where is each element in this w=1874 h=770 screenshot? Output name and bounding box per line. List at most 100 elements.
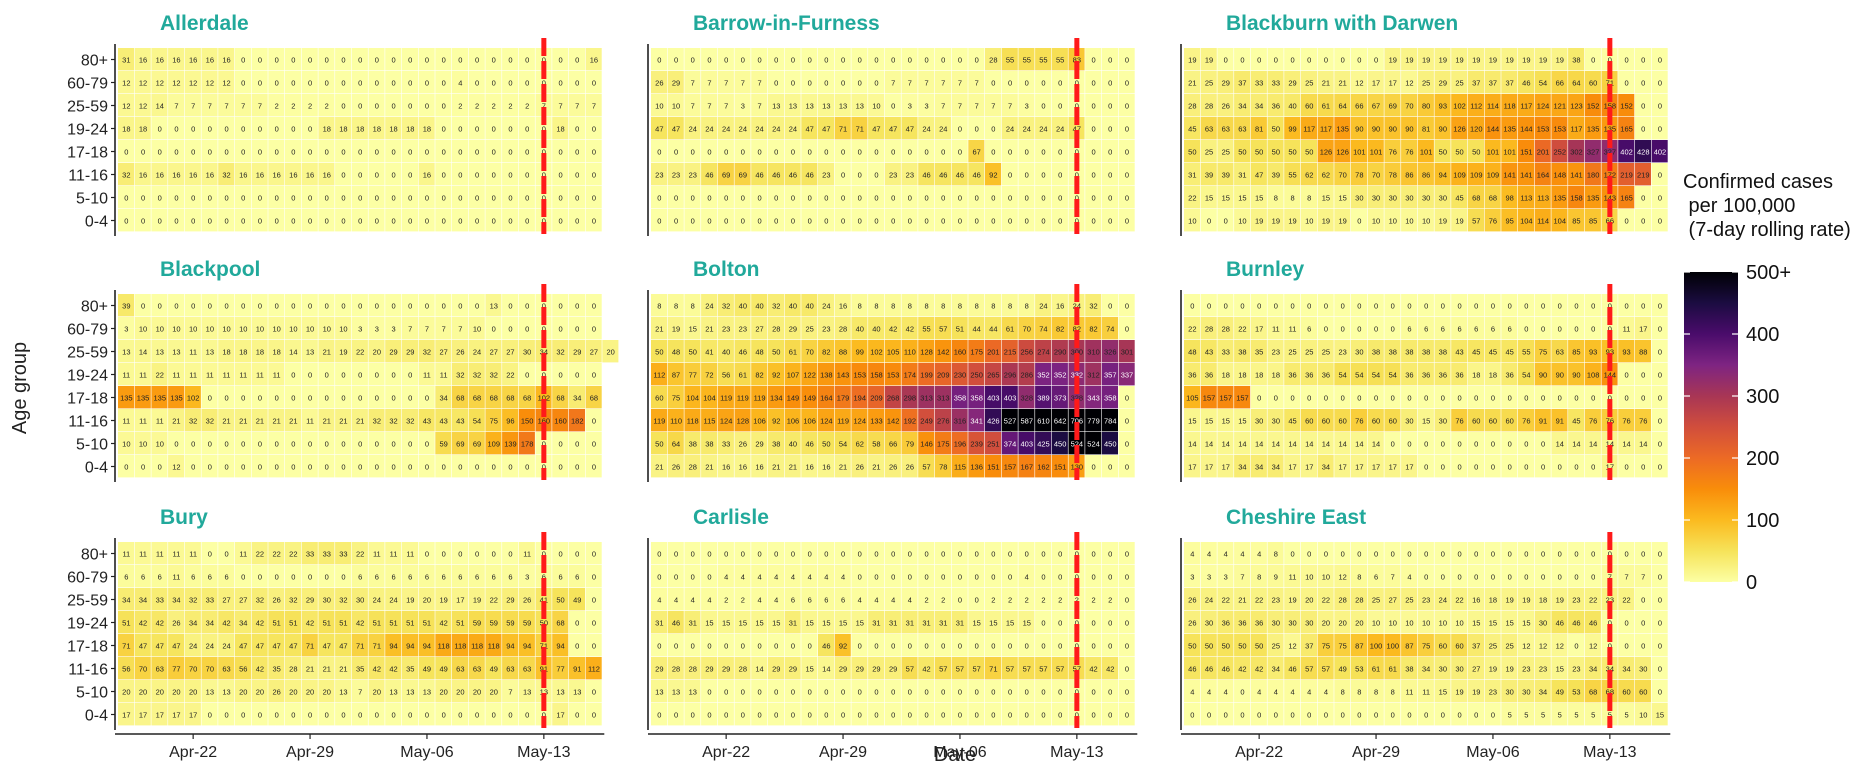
cell-value-label: 14 <box>755 665 763 674</box>
cell-value-label: 63 <box>523 665 531 674</box>
cell-value-label: 0 <box>791 56 795 65</box>
heat-cell <box>1234 48 1251 71</box>
cell-value-label: 0 <box>525 325 529 334</box>
heat-cell <box>1085 48 1102 71</box>
cell-value-label: 4 <box>724 573 728 582</box>
cell-value-label: 16 <box>156 56 164 65</box>
cell-value-label: 0 <box>1491 550 1495 559</box>
cell-value-label: 12 <box>1405 79 1413 88</box>
heat-cell <box>734 140 751 163</box>
cell-value-label: 0 <box>325 194 329 203</box>
cell-value-label: 0 <box>1391 302 1395 311</box>
cell-value-label: 47 <box>139 642 147 651</box>
cell-value-label: 69 <box>739 171 747 180</box>
cell-value-label: 142 <box>937 348 950 357</box>
cell-value-label: 21 <box>872 463 880 472</box>
heat-cell <box>1267 48 1284 71</box>
heat-cell <box>351 163 368 186</box>
cell-value-label: 16 <box>139 56 147 65</box>
cell-value-label: 25 <box>1489 642 1497 651</box>
cell-value-label: 55 <box>1522 348 1530 357</box>
cell-value-label: 18 <box>222 348 230 357</box>
cell-value-label: 34 <box>1272 665 1280 674</box>
heat-cell <box>818 163 835 186</box>
cell-value-label: 0 <box>808 642 812 651</box>
cell-value-label: 0 <box>275 217 279 226</box>
cell-value-label: 0 <box>241 302 245 311</box>
cell-value-label: 0 <box>975 125 979 134</box>
cell-value-label: 164 <box>1537 171 1550 180</box>
cell-value-label: 0 <box>1207 217 1211 226</box>
heat-cell <box>1051 140 1068 163</box>
cell-value-label: 13 <box>805 102 813 111</box>
heat-cell <box>401 48 418 71</box>
heat-cell <box>1284 117 1301 140</box>
heat-cell <box>568 94 585 117</box>
heat-cell <box>168 163 185 186</box>
cell-value-label: 10 <box>1439 619 1447 628</box>
heat-cell <box>834 140 851 163</box>
cell-value-label: 19 <box>1405 56 1413 65</box>
cell-value-label: 0 <box>724 550 728 559</box>
cell-value-label: 0 <box>508 217 512 226</box>
cell-value-label: 19 <box>1255 217 1263 226</box>
heat-cell <box>684 186 701 209</box>
cell-value-label: 0 <box>707 550 711 559</box>
cell-value-label: 7 <box>724 79 728 88</box>
heat-cell <box>1300 140 1317 163</box>
cell-value-label: 22 <box>289 550 297 559</box>
cell-value-label: 0 <box>158 463 162 472</box>
heat-cell <box>585 117 602 140</box>
cell-value-label: 0 <box>575 194 579 203</box>
cell-value-label: 24 <box>189 642 197 651</box>
heat-cell <box>734 71 751 94</box>
cell-value-label: 119 <box>653 417 665 426</box>
cell-value-label: 157 <box>1236 394 1249 403</box>
cell-value-label: 0 <box>442 148 446 157</box>
cell-value-label: 28 <box>1355 596 1363 605</box>
heat-cell <box>1434 140 1451 163</box>
cell-value-label: 313 <box>937 394 950 403</box>
heat-cell <box>118 140 135 163</box>
cell-value-label: 0 <box>558 148 562 157</box>
heat-cell <box>1334 117 1351 140</box>
cell-value-label: 0 <box>358 194 362 203</box>
heat-cell <box>251 209 268 232</box>
cell-value-label: 0 <box>375 440 379 449</box>
cell-value-label: 90 <box>1539 371 1547 380</box>
cell-value-label: 76 <box>1355 417 1363 426</box>
cell-value-label: 101 <box>1503 148 1516 157</box>
cell-value-label: 0 <box>208 711 212 720</box>
cell-value-label: 10 <box>655 102 663 111</box>
heat-cell <box>1284 94 1301 117</box>
cell-value-label: 30 <box>1389 194 1397 203</box>
cell-value-label: 0 <box>1658 665 1662 674</box>
cell-value-label: 0 <box>707 217 711 226</box>
heat-cell <box>1035 186 1052 209</box>
cell-value-label: 19 <box>1422 56 1430 65</box>
heat-cell <box>234 163 251 186</box>
cell-value-label: 110 <box>670 417 682 426</box>
cell-value-label: 3 <box>525 573 529 582</box>
cell-value-label: 69 <box>1389 102 1397 111</box>
cell-value-label: 7 <box>975 102 979 111</box>
cell-value-label: 0 <box>141 463 145 472</box>
date-tick-label: May-06 <box>400 744 453 761</box>
cell-value-label: 0 <box>308 194 312 203</box>
heat-cell <box>801 140 818 163</box>
cell-value-label: 0 <box>442 711 446 720</box>
cell-value-label: 19 <box>1439 217 1447 226</box>
heat-cell <box>1518 71 1535 94</box>
heat-cell <box>502 71 519 94</box>
cell-value-label: 0 <box>575 217 579 226</box>
heat-cell <box>1234 94 1251 117</box>
heat-cell <box>184 71 201 94</box>
cell-value-label: 100 <box>1370 642 1383 651</box>
cell-value-label: 0 <box>542 217 546 226</box>
heat-cell <box>1118 186 1135 209</box>
cell-value-label: 57 <box>1305 665 1313 674</box>
cell-value-label: 0 <box>508 79 512 88</box>
cell-value-label: 0 <box>808 688 812 697</box>
cell-value-label: 6 <box>791 596 795 605</box>
cell-value-label: 24 <box>1205 596 1213 605</box>
